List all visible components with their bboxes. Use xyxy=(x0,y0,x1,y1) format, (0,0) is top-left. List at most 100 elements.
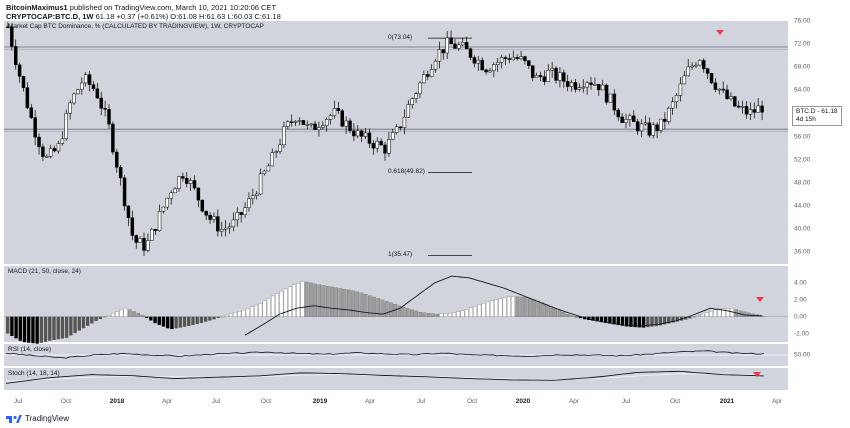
candle-body xyxy=(13,46,18,66)
candle-body xyxy=(488,70,492,73)
time-tick: Jul xyxy=(621,398,631,405)
macd-histogram-bar xyxy=(650,316,654,327)
time-tick: Oct xyxy=(466,398,478,405)
candle-body xyxy=(254,193,259,196)
macd-histogram-bar xyxy=(725,308,730,317)
symbol-name[interactable]: CRYPTOCAP:BTC.D, 1W xyxy=(6,12,94,21)
candle-body xyxy=(725,89,729,99)
macd-histogram-bar xyxy=(616,316,620,326)
macd-histogram-bar xyxy=(431,313,435,317)
candle-body xyxy=(72,93,76,104)
macd-histogram-bar xyxy=(570,315,574,317)
candle-body xyxy=(64,113,68,140)
candle-body xyxy=(429,69,434,77)
candle-body xyxy=(612,93,617,111)
stoch-pane[interactable] xyxy=(4,368,788,390)
macd-histogram-bar xyxy=(136,313,141,317)
candle-body xyxy=(332,108,337,116)
candle-body xyxy=(356,130,360,137)
candle-body xyxy=(690,65,694,68)
macd-histogram-bar xyxy=(692,316,696,318)
macd-tick: 0.00 xyxy=(794,313,807,321)
macd-histogram-bar xyxy=(233,312,237,317)
candle-body xyxy=(41,146,45,157)
candle-body xyxy=(406,104,411,118)
candle-body xyxy=(153,228,158,231)
candle-body xyxy=(663,118,667,122)
candle-body xyxy=(577,87,582,90)
macd-histogram-bar xyxy=(191,316,195,325)
macd-histogram-bar xyxy=(60,316,65,339)
macd-histogram-bar xyxy=(389,302,393,317)
macd-histogram-bar xyxy=(515,296,520,317)
macd-histogram-bar xyxy=(300,281,305,317)
main-chart-title: Market Cap BTC Dominance, % (CALCULATED … xyxy=(8,23,264,30)
macd-histogram-bar xyxy=(195,316,199,325)
macd-histogram-bar xyxy=(637,316,642,328)
macd-histogram-bar xyxy=(271,295,275,317)
candle-body xyxy=(476,59,481,64)
macd-histogram-bar xyxy=(523,297,528,317)
symbol-line: CRYPTOCAP:BTC.D, 1W 61.18 +0.37 (+0.61%)… xyxy=(6,12,281,21)
macd-histogram-bar xyxy=(721,308,726,317)
candle-body xyxy=(177,176,181,189)
macd-histogram-bar xyxy=(528,298,532,317)
candle-body xyxy=(313,123,317,131)
candle-body xyxy=(445,37,449,54)
candle-body xyxy=(379,141,383,146)
candle-body xyxy=(694,64,698,67)
candle-body xyxy=(297,120,302,122)
macd-histogram-bar xyxy=(574,316,578,318)
macd-histogram-bar xyxy=(704,312,709,317)
macd-histogram-bar xyxy=(397,305,402,317)
macd-tick: 4.00 xyxy=(794,279,807,287)
macd-histogram-bar xyxy=(599,316,604,323)
candle-body xyxy=(682,75,687,85)
macd-histogram-bar xyxy=(578,316,583,319)
candle-body xyxy=(647,122,652,136)
price-tag-symbol: BTC.D xyxy=(796,108,816,115)
macd-histogram-bar xyxy=(22,316,27,343)
candle-body xyxy=(29,107,33,118)
candle-body xyxy=(383,144,387,154)
time-tick: 2019 xyxy=(312,398,328,405)
candle-body xyxy=(231,219,236,228)
candle-body xyxy=(270,152,274,167)
candle-body xyxy=(76,89,80,95)
candle-body xyxy=(204,210,208,216)
macd-histogram-bar xyxy=(275,293,280,317)
macd-histogram-bar xyxy=(153,316,157,324)
candle-body xyxy=(752,109,757,113)
price-tick: 52.00 xyxy=(794,156,811,164)
candle-body xyxy=(418,82,422,94)
macd-histogram-bar xyxy=(283,288,288,317)
candle-body xyxy=(597,84,601,91)
candle-body xyxy=(565,81,570,87)
macd-histogram-bar xyxy=(224,314,229,317)
macd-histogram-bar xyxy=(452,312,456,317)
main-chart-pane[interactable] xyxy=(4,21,788,264)
tradingview-footer[interactable]: TradingView xyxy=(6,414,69,423)
last-price: 61.18 xyxy=(95,12,115,21)
candle-body xyxy=(223,227,228,230)
price-tick: 64.00 xyxy=(794,86,811,94)
author-name[interactable]: BitcoinMaximus1 xyxy=(6,3,68,12)
macd-histogram-bar xyxy=(237,311,242,317)
candle-body xyxy=(702,60,706,69)
candle-body xyxy=(737,105,741,108)
candle-body xyxy=(227,226,232,229)
macd-histogram-bar xyxy=(102,316,107,318)
candle-body xyxy=(185,178,189,184)
macd-pane[interactable] xyxy=(4,266,788,342)
candle-body xyxy=(37,136,41,148)
candle-body xyxy=(48,148,53,157)
candle-body xyxy=(437,49,442,62)
macd-histogram-bar xyxy=(73,316,77,334)
macd-histogram-bar xyxy=(380,299,385,317)
candle-body xyxy=(589,82,593,85)
candle-body xyxy=(639,123,644,132)
candle-body xyxy=(111,123,115,153)
macd-label: MACD (21, 50, close, 24) xyxy=(8,268,81,275)
candle-body xyxy=(262,170,267,175)
macd-histogram-bar xyxy=(587,316,591,321)
